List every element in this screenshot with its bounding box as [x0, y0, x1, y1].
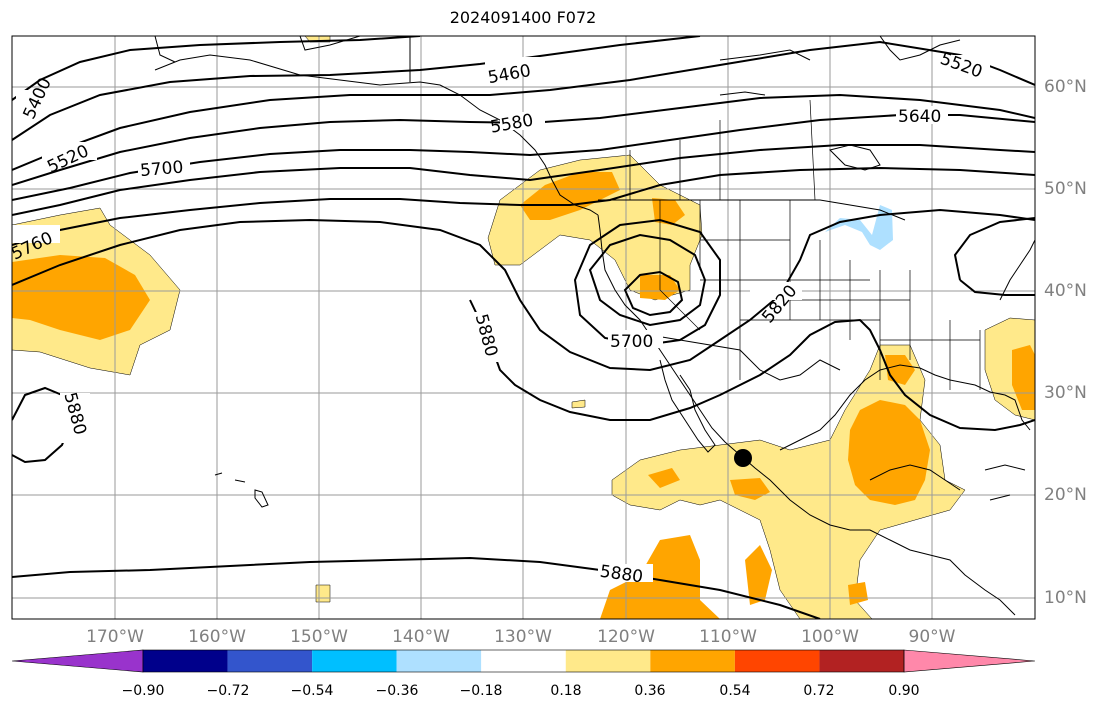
colorbar-bin: [227, 650, 313, 672]
coast-canada-n: [719, 49, 811, 96]
contour-label-5700-low: 5700: [610, 332, 653, 352]
lat-label-10n: 10°N: [1044, 588, 1087, 608]
coast-east: [999, 239, 1035, 301]
colorbar-bin: [143, 650, 228, 672]
contour-label-5640: 5640: [898, 107, 941, 127]
colorbar-tick-4: −0.18: [459, 683, 503, 699]
contour-labels: 5400 5460 5520 5520 5580 5640 5700 5700 …: [12, 49, 990, 587]
lat-label-20n: 20°N: [1044, 485, 1087, 505]
colorbar-bin: [396, 650, 482, 672]
coast-hudson: [829, 144, 881, 171]
lon-label-170w: 170°W: [86, 627, 144, 647]
contour-upper-low: [588, 233, 707, 327]
colorbar-tick-3: −0.36: [375, 683, 419, 699]
colorbar-bin: [650, 650, 735, 672]
shade-pos2-south3: [848, 582, 868, 605]
coast-caribbean: [984, 464, 1026, 501]
coast-greenland: [879, 36, 961, 61]
contour-upper-low-inner: [623, 270, 684, 317]
storm-center-dot: [734, 449, 752, 467]
shade-pos2-florida: [1012, 345, 1035, 410]
colorbar-tick-7: 0.54: [719, 683, 751, 699]
contour-5760: [12, 166, 1035, 246]
coast-gulf: [779, 364, 1031, 451]
coast-alaska: [154, 54, 599, 216]
province-lines: [629, 99, 816, 201]
shade-pos2-gulf: [848, 400, 930, 505]
shade-neg1-lakes: [825, 205, 893, 250]
colorbar-frame: [142, 649, 905, 673]
lat-label-50n: 50°N: [1044, 179, 1087, 199]
shade-pos1-small1: [315, 584, 331, 603]
shade-pos1-small2: [571, 399, 586, 409]
colorbar-tick-9: 0.90: [888, 683, 920, 699]
contour-5820a: [12, 208, 1035, 372]
colorbar-extend-high: [903, 649, 1036, 673]
colorbar-tick-0: −0.90: [121, 683, 165, 699]
lon-label-140w: 140°W: [392, 627, 450, 647]
contour-5880-south: [12, 556, 821, 619]
lon-label-150w: 150°W: [290, 627, 348, 647]
colorbar-tick-2: −0.54: [290, 683, 334, 699]
shade-pos2-south2: [745, 545, 772, 605]
lat-label-60n: 60°N: [1044, 77, 1087, 97]
contour-label-5520-east: 5520: [937, 49, 984, 83]
colorbar-tick-8: 0.72: [803, 683, 835, 699]
colorbar-tick-5: 0.18: [550, 683, 582, 699]
colorbar: [11, 649, 1036, 673]
colorbar-bin: [734, 650, 820, 672]
lon-label-110w: 110°W: [699, 627, 757, 647]
contour-ring2: [573, 218, 721, 347]
contour-5700: [12, 144, 1035, 216]
colorbar-extend-low: [11, 649, 144, 673]
colorbar-bin: [312, 650, 397, 672]
lon-label-160w: 160°W: [188, 627, 246, 647]
contour-label-5580: 5580: [489, 110, 535, 137]
contour-5400: [12, 36, 421, 101]
colorbar-bin: [481, 650, 566, 672]
contour-label-5700-north: 5700: [139, 157, 184, 181]
coast-yucatan: [869, 464, 961, 491]
coast-baja: [659, 359, 716, 453]
lon-label-90w: 90°W: [908, 627, 956, 647]
lon-label-120w: 120°W: [597, 627, 655, 647]
lat-label-30n: 30°N: [1044, 383, 1087, 403]
contour-5460: [12, 36, 701, 141]
lon-label-130w: 130°W: [494, 627, 552, 647]
shade-pos2-mexico2: [648, 468, 680, 488]
map-title: 2024091400 F072: [449, 8, 597, 27]
map-frame: [11, 35, 1036, 620]
contour-5880-main: [469, 299, 1035, 432]
contour-5520: [12, 40, 1035, 171]
colorbar-tick-1: −0.72: [206, 683, 250, 699]
contour-east-low: [953, 217, 1035, 296]
lat-label-40n: 40°N: [1044, 281, 1087, 301]
lon-label-100w: 100°W: [801, 627, 859, 647]
coast-hawaii: [214, 472, 269, 508]
shade-pos2-nw: [520, 172, 620, 220]
state-lines: [659, 200, 981, 390]
border-us-mex: [649, 334, 841, 381]
colorbar-bin: [819, 650, 904, 672]
colorbar-bin: [565, 650, 651, 672]
graticule: [12, 36, 1035, 619]
colorbar-tick-6: 0.36: [634, 683, 666, 699]
